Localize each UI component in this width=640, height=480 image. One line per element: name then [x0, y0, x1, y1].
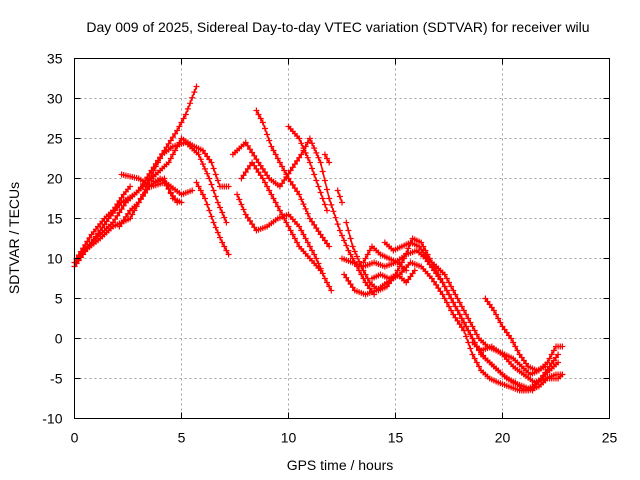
y-tick-label: 5	[55, 291, 63, 307]
axis-ticks: 0 5 10 15 20 25 -10 -5 0 5 10 15 20 25 30 35	[42, 51, 617, 446]
y-tick-label: 30	[47, 91, 63, 107]
y-tick-label: 35	[47, 51, 63, 67]
chart-title: Day 009 of 2025, Sidereal Day-to-day VTE…	[86, 19, 589, 35]
plot-frame	[74, 58, 610, 419]
plus-markers	[369, 267, 418, 286]
plus-markers	[482, 295, 549, 374]
plus-markers	[193, 179, 232, 258]
series-track-18	[341, 259, 566, 394]
data-series	[71, 83, 566, 394]
y-tick-label: -5	[50, 371, 63, 387]
plus-markers	[229, 135, 378, 298]
y-tick-label: -10	[42, 411, 62, 427]
series-track-15	[334, 187, 345, 206]
x-tick-label: 25	[602, 430, 618, 446]
series-track-12	[229, 135, 378, 298]
series-track-13	[285, 123, 330, 214]
plus-markers	[144, 175, 185, 206]
series-track-20	[469, 339, 566, 386]
series-track-22	[360, 243, 410, 274]
plus-markers	[360, 243, 410, 274]
x-tick-label: 20	[495, 430, 511, 446]
x-tick-label: 5	[178, 430, 186, 446]
series-track-7	[193, 179, 232, 258]
plus-markers	[253, 107, 333, 250]
y-tick-label: 0	[55, 331, 63, 347]
plus-markers	[238, 159, 324, 274]
plus-markers	[321, 151, 333, 166]
series-track-23	[369, 267, 418, 286]
series-track-14	[321, 151, 333, 166]
series-track-8	[144, 175, 185, 206]
series-track-11	[238, 159, 324, 274]
series-track-9	[234, 191, 335, 294]
series-track-21	[482, 295, 549, 374]
x-tick-label: 0	[71, 430, 79, 446]
x-tick-label: 10	[281, 430, 297, 446]
y-tick-label: 10	[47, 251, 63, 267]
y-tick-label: 15	[47, 211, 63, 227]
y-tick-label: 25	[47, 131, 63, 147]
plus-markers	[469, 339, 566, 386]
plus-markers	[285, 123, 330, 214]
plus-markers	[334, 187, 345, 206]
y-axis-title: SDTVAR / TECUs	[6, 182, 22, 294]
x-tick-label: 15	[388, 430, 404, 446]
y-tick-label: 20	[47, 171, 63, 187]
series-track-17	[339, 247, 562, 394]
series-track-10	[253, 107, 333, 250]
x-axis-title: GPS time / hours	[287, 457, 394, 473]
grid	[74, 58, 610, 419]
plus-markers	[234, 191, 335, 294]
